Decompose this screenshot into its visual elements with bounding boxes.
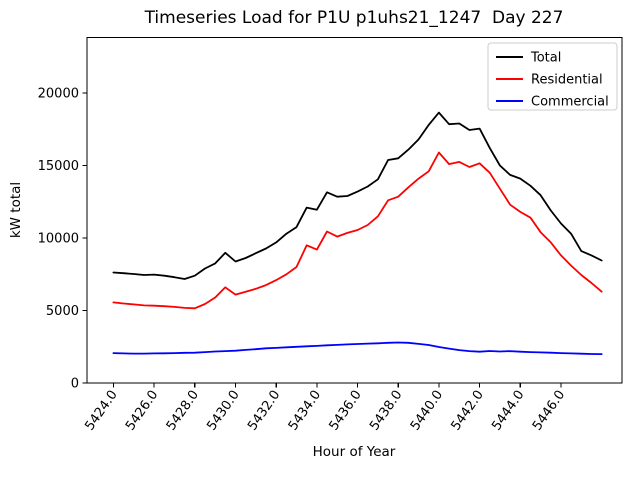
legend-label-residential: Residential (531, 73, 603, 88)
series-line-residential (112, 151, 603, 310)
x-tick-label: 5426.0 (123, 388, 161, 434)
x-tick-label: 5434.0 (286, 388, 324, 434)
x-axis-label: Hour of Year (313, 444, 396, 460)
x-tick-label: 5428.0 (164, 388, 202, 434)
series-lines (112, 111, 603, 356)
x-tick-label: 5424.0 (82, 388, 120, 434)
y-tick-label: 5000 (46, 304, 79, 319)
x-tick-label: 5438.0 (367, 388, 405, 434)
chart-title: Timeseries Load for P1U p1uhs21_1247 Day… (144, 8, 564, 28)
x-tick-label: 5446.0 (530, 388, 568, 434)
series-line-commercial (112, 341, 603, 356)
series-line-total (112, 111, 603, 280)
x-tick-label: 5442.0 (448, 388, 486, 434)
y-tick-label: 0 (71, 377, 79, 392)
legend-label-commercial: Commercial (531, 95, 609, 110)
plot-area-border (86, 36, 623, 384)
y-tick-label: 10000 (38, 232, 79, 247)
y-axis-label: kW total (8, 182, 24, 238)
legend: Total Residential Commercial (487, 42, 618, 111)
legend-label-total: Total (530, 51, 561, 66)
y-tick-label: 15000 (38, 159, 79, 174)
x-tick-label: 5430.0 (204, 388, 242, 434)
x-tick-label: 5432.0 (245, 388, 283, 434)
x-tick-label: 5436.0 (326, 388, 364, 434)
x-tick-label: 5440.0 (408, 388, 446, 434)
y-tick-label: 20000 (38, 87, 79, 102)
x-tick-label: 5444.0 (489, 388, 527, 434)
legend-box (487, 42, 618, 111)
